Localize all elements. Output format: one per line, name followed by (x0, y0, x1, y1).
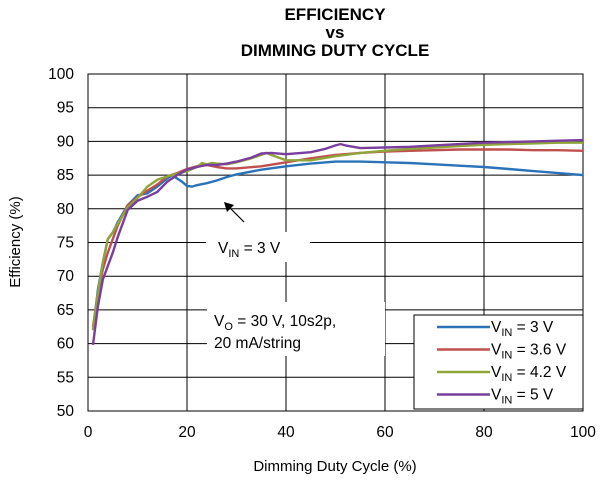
y-tick-label: 70 (57, 268, 75, 285)
y-tick-label: 90 (57, 133, 75, 150)
legend-box (413, 314, 584, 410)
chart-title-line-3: DIMMING DUTY CYCLE (241, 41, 430, 60)
annotation-arrow-line (227, 205, 245, 223)
series-line-4 (91, 138, 584, 346)
series-lines (91, 138, 584, 346)
conditions-line-1: VO = 30 V, 10s2p, (214, 313, 336, 333)
x-axis-ticks: 0 20 40 60 80 100 (84, 424, 597, 441)
x-tick-label: 80 (475, 424, 493, 441)
conditions-line-2: 20 mA/string (214, 335, 301, 352)
y-tick-label: 95 (57, 100, 74, 117)
legend-label-1: VIN = 3 V (491, 319, 554, 339)
y-tick-label: 80 (57, 201, 75, 218)
vin-annotation: VIN = 3 V (218, 240, 281, 260)
y-axis-label: Efficiency (%) (7, 196, 24, 287)
annotation-arrowhead (224, 202, 234, 212)
y-tick-label: 60 (57, 336, 75, 353)
x-tick-label: 40 (277, 424, 295, 441)
y-tick-label: 50 (57, 403, 75, 420)
x-tick-label: 60 (376, 424, 394, 441)
chart-title-line-2: vs (326, 23, 345, 42)
legend-label-4: VIN = 5 V (491, 387, 554, 407)
y-tick-label: 75 (57, 235, 74, 252)
x-tick-label: 0 (84, 424, 93, 441)
vin-annotation-box (206, 232, 310, 262)
y-tick-label: 65 (57, 302, 74, 319)
y-tick-label: 100 (48, 66, 74, 83)
y-axis-ticks: 50 55 60 65 70 75 80 85 90 95 100 (48, 66, 74, 420)
chart-title-line-1: EFFICIENCY (284, 5, 386, 24)
x-tick-label: 20 (178, 424, 196, 441)
y-tick-label: 55 (57, 369, 74, 386)
legend-label-3: VIN = 4.2 V (491, 364, 567, 384)
x-tick-label: 100 (570, 424, 596, 441)
legend-label-2: VIN = 3.6 V (491, 342, 567, 362)
y-tick-label: 85 (57, 167, 74, 184)
chart-title: EFFICIENCY vs DIMMING DUTY CYCLE (241, 5, 430, 60)
conditions-annotation-box (207, 302, 385, 356)
x-axis-label: Dimming Duty Cycle (%) (253, 458, 416, 475)
